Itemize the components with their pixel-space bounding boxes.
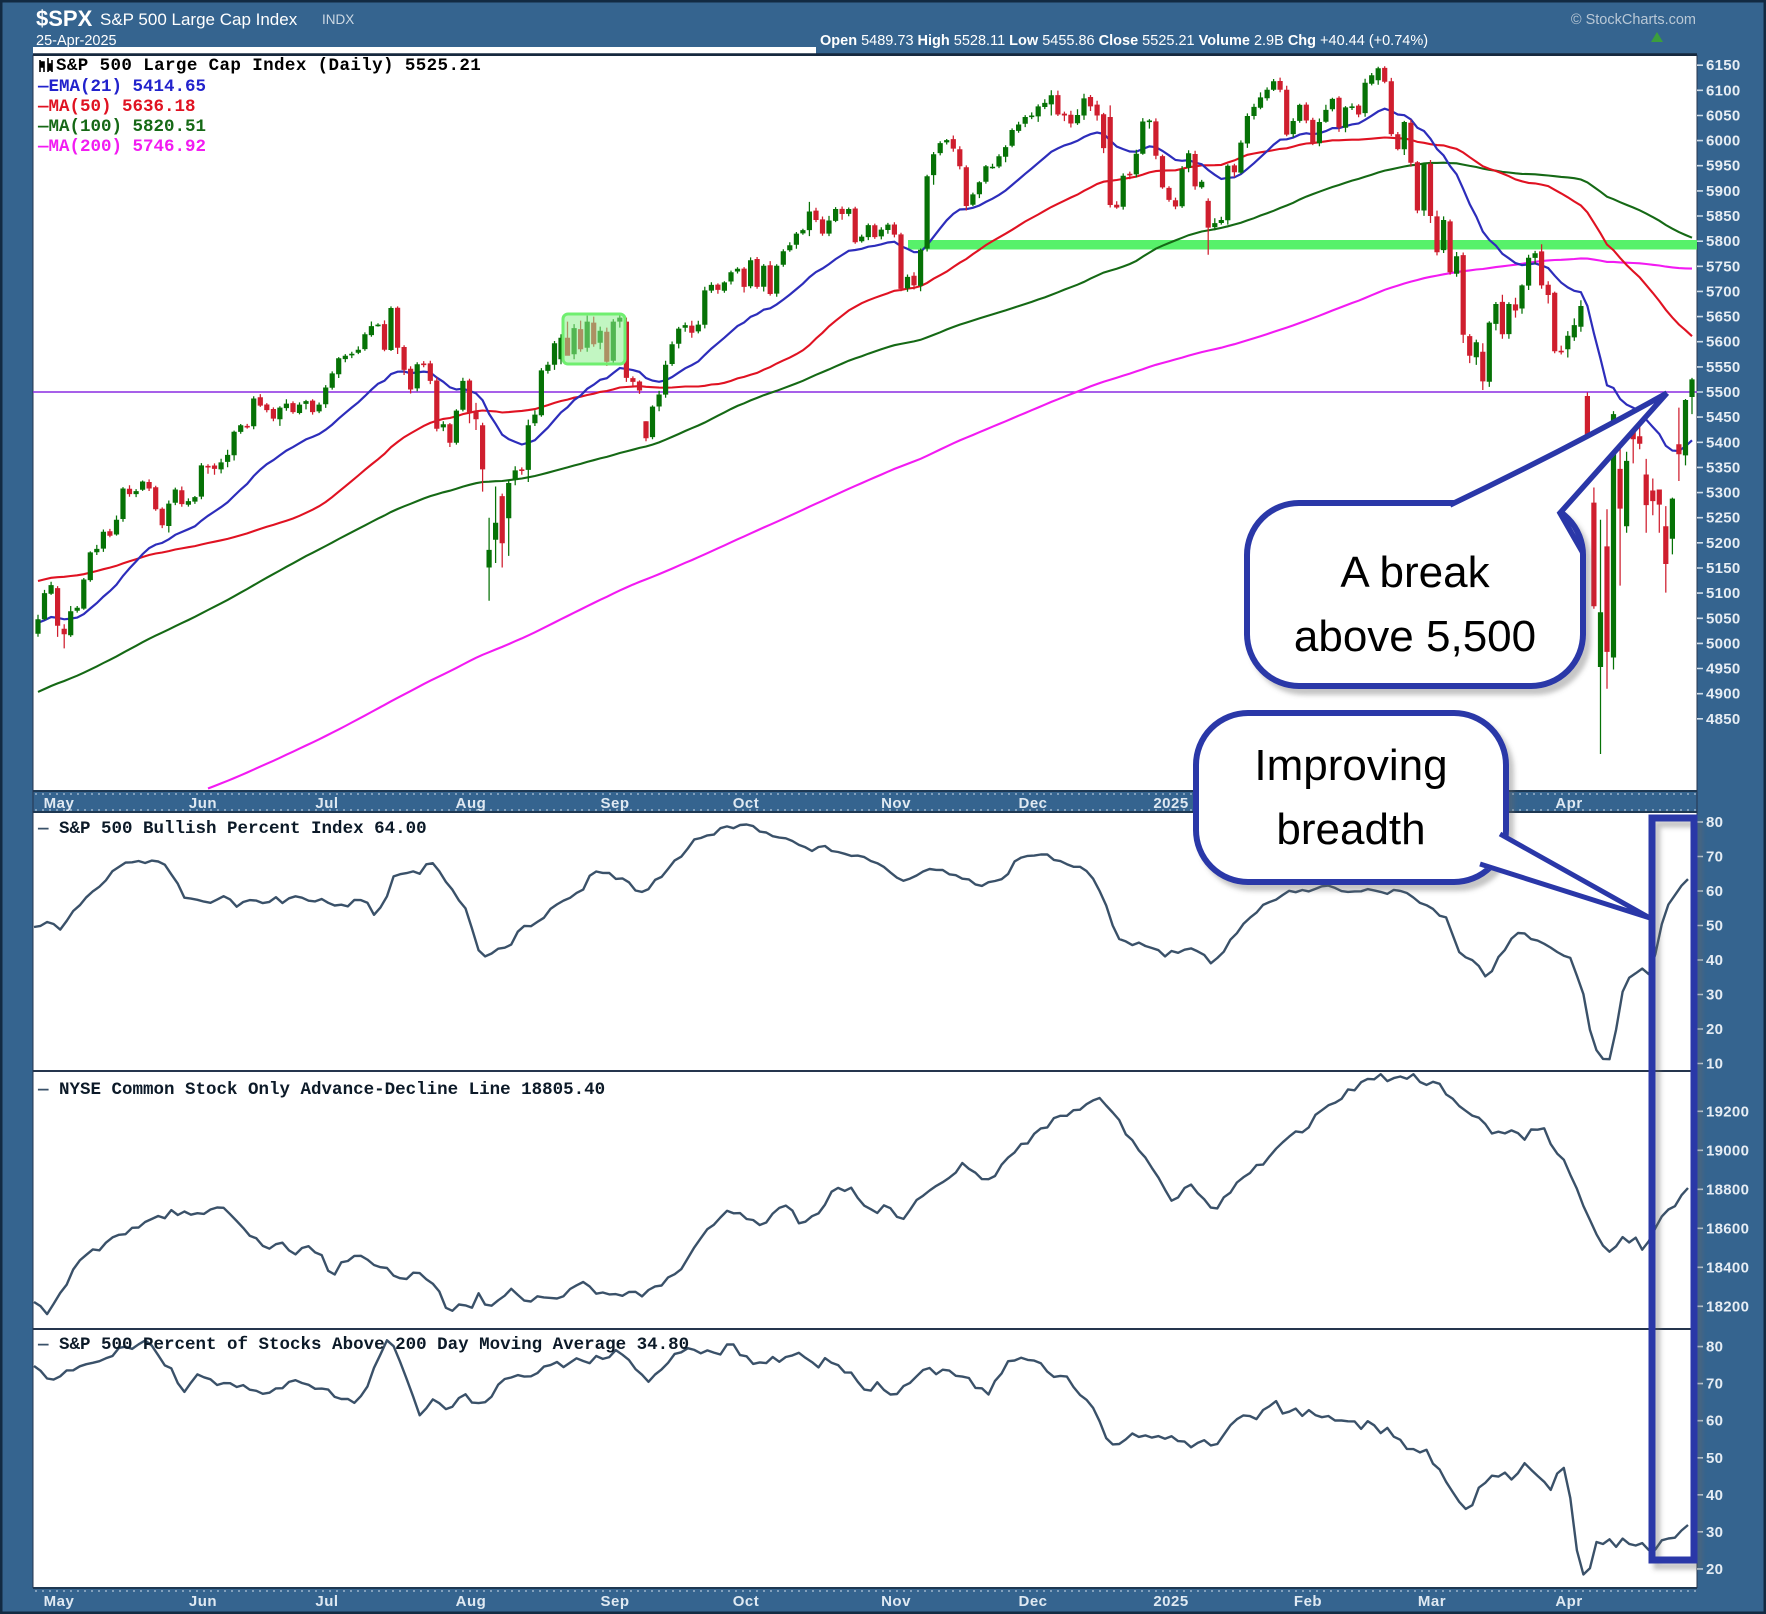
svg-text:— NYSE Common Stock Only Advan: — NYSE Common Stock Only Advance-Decline… — [37, 1080, 605, 1100]
svg-text:70: 70 — [1706, 1376, 1723, 1393]
svg-text:5400: 5400 — [1706, 434, 1741, 451]
svg-text:5900: 5900 — [1706, 183, 1741, 200]
svg-text:—MA(100) 5820.51: —MA(100) 5820.51 — [37, 117, 206, 137]
svg-text:50: 50 — [1706, 1450, 1723, 1467]
svg-text:4900: 4900 — [1706, 686, 1741, 703]
svg-text:Sep: Sep — [600, 795, 629, 812]
svg-text:Jun: Jun — [189, 1593, 217, 1610]
svg-text:25-Apr-2025: 25-Apr-2025 — [36, 33, 117, 49]
svg-text:5100: 5100 — [1706, 585, 1741, 602]
svg-text:—MA(200) 5746.92: —MA(200) 5746.92 — [37, 137, 206, 157]
svg-text:Apr: Apr — [1555, 795, 1582, 812]
svg-text:18600: 18600 — [1706, 1220, 1749, 1237]
svg-text:10: 10 — [1706, 1056, 1723, 1073]
svg-text:50: 50 — [1706, 918, 1723, 935]
svg-text:5300: 5300 — [1706, 485, 1741, 502]
svg-text:6150: 6150 — [1706, 57, 1741, 74]
svg-text:2025: 2025 — [1153, 795, 1188, 812]
svg-text:A break: A break — [1340, 548, 1490, 597]
svg-text:Oct: Oct — [733, 1593, 760, 1610]
svg-text:18800: 18800 — [1706, 1181, 1749, 1198]
svg-text:5150: 5150 — [1706, 560, 1741, 577]
svg-text:Jul: Jul — [315, 1593, 338, 1610]
svg-text:70: 70 — [1706, 849, 1723, 866]
svg-text:— S&P 500 Bullish Percent Inde: — S&P 500 Bullish Percent Index 64.00 — [37, 819, 427, 839]
svg-text:5450: 5450 — [1706, 409, 1741, 426]
svg-text:5000: 5000 — [1706, 635, 1741, 652]
svg-text:Open 5489.73 High 5528.11 Low: Open 5489.73 High 5528.11 Low 5455.86 Cl… — [820, 33, 1428, 49]
svg-text:30: 30 — [1706, 987, 1723, 1004]
svg-text:18200: 18200 — [1706, 1298, 1749, 1315]
svg-text:5350: 5350 — [1706, 459, 1741, 476]
svg-text:breadth: breadth — [1276, 805, 1425, 854]
svg-text:19000: 19000 — [1706, 1142, 1749, 1159]
svg-text:5950: 5950 — [1706, 158, 1741, 175]
svg-text:5600: 5600 — [1706, 334, 1741, 351]
svg-text:80: 80 — [1706, 1339, 1723, 1356]
svg-text:May: May — [44, 795, 75, 812]
svg-text:May: May — [44, 1593, 75, 1610]
svg-text:5500: 5500 — [1706, 384, 1741, 401]
svg-text:Aug: Aug — [456, 1593, 487, 1610]
svg-text:Oct: Oct — [733, 795, 760, 812]
svg-text:6050: 6050 — [1706, 108, 1741, 125]
svg-text:5200: 5200 — [1706, 535, 1741, 552]
svg-text:5050: 5050 — [1706, 610, 1741, 627]
svg-text:20: 20 — [1706, 1021, 1723, 1038]
svg-text:20: 20 — [1706, 1561, 1723, 1578]
svg-text:— S&P 500 Percent of Stocks Ab: — S&P 500 Percent of Stocks Above 200 Da… — [37, 1335, 689, 1355]
svg-text:30: 30 — [1706, 1524, 1723, 1541]
svg-text:80: 80 — [1706, 814, 1723, 831]
svg-text:18400: 18400 — [1706, 1259, 1749, 1276]
svg-text:5650: 5650 — [1706, 309, 1741, 326]
svg-text:Jul: Jul — [315, 795, 338, 812]
svg-text:Nov: Nov — [881, 795, 911, 812]
svg-text:5250: 5250 — [1706, 510, 1741, 527]
svg-text:© StockCharts.com: © StockCharts.com — [1571, 12, 1696, 28]
svg-text:Dec: Dec — [1018, 1593, 1047, 1610]
svg-text:Dec: Dec — [1018, 795, 1047, 812]
svg-text:19200: 19200 — [1706, 1103, 1749, 1120]
svg-text:above 5,500: above 5,500 — [1294, 612, 1536, 661]
svg-text:40: 40 — [1706, 1487, 1723, 1504]
svg-text:5850: 5850 — [1706, 208, 1741, 225]
svg-text:60: 60 — [1706, 883, 1723, 900]
svg-text:2025: 2025 — [1153, 1593, 1188, 1610]
svg-text:4950: 4950 — [1706, 661, 1741, 678]
svg-text:Jun: Jun — [189, 795, 217, 812]
svg-text:—MA(50) 5636.18: —MA(50) 5636.18 — [37, 97, 196, 117]
svg-text:60: 60 — [1706, 1413, 1723, 1430]
svg-text:4850: 4850 — [1706, 711, 1741, 728]
svg-text:S&P 500 Large Cap Index: S&P 500 Large Cap Index — [100, 10, 298, 29]
svg-text:Sep: Sep — [600, 1593, 629, 1610]
svg-text:$SPX: $SPX — [36, 6, 93, 31]
svg-text:Feb: Feb — [1294, 1593, 1322, 1610]
svg-text:5700: 5700 — [1706, 283, 1741, 300]
svg-text:—EMA(21) 5414.65: —EMA(21) 5414.65 — [37, 77, 206, 97]
svg-text:5550: 5550 — [1706, 359, 1741, 376]
svg-text:5800: 5800 — [1706, 233, 1741, 250]
svg-text:6100: 6100 — [1706, 82, 1741, 99]
svg-text:Apr: Apr — [1555, 1593, 1582, 1610]
svg-text:Mar: Mar — [1418, 1593, 1446, 1610]
svg-text:Nov: Nov — [881, 1593, 911, 1610]
svg-text:5750: 5750 — [1706, 258, 1741, 275]
svg-text:6000: 6000 — [1706, 133, 1741, 150]
svg-text:S&P 500 Large Cap Index (Daily: S&P 500 Large Cap Index (Daily) 5525.21 — [56, 56, 481, 76]
svg-text:INDX: INDX — [322, 12, 354, 27]
svg-text:40: 40 — [1706, 952, 1723, 969]
svg-text:Aug: Aug — [456, 795, 487, 812]
svg-text:Improving: Improving — [1254, 741, 1447, 790]
